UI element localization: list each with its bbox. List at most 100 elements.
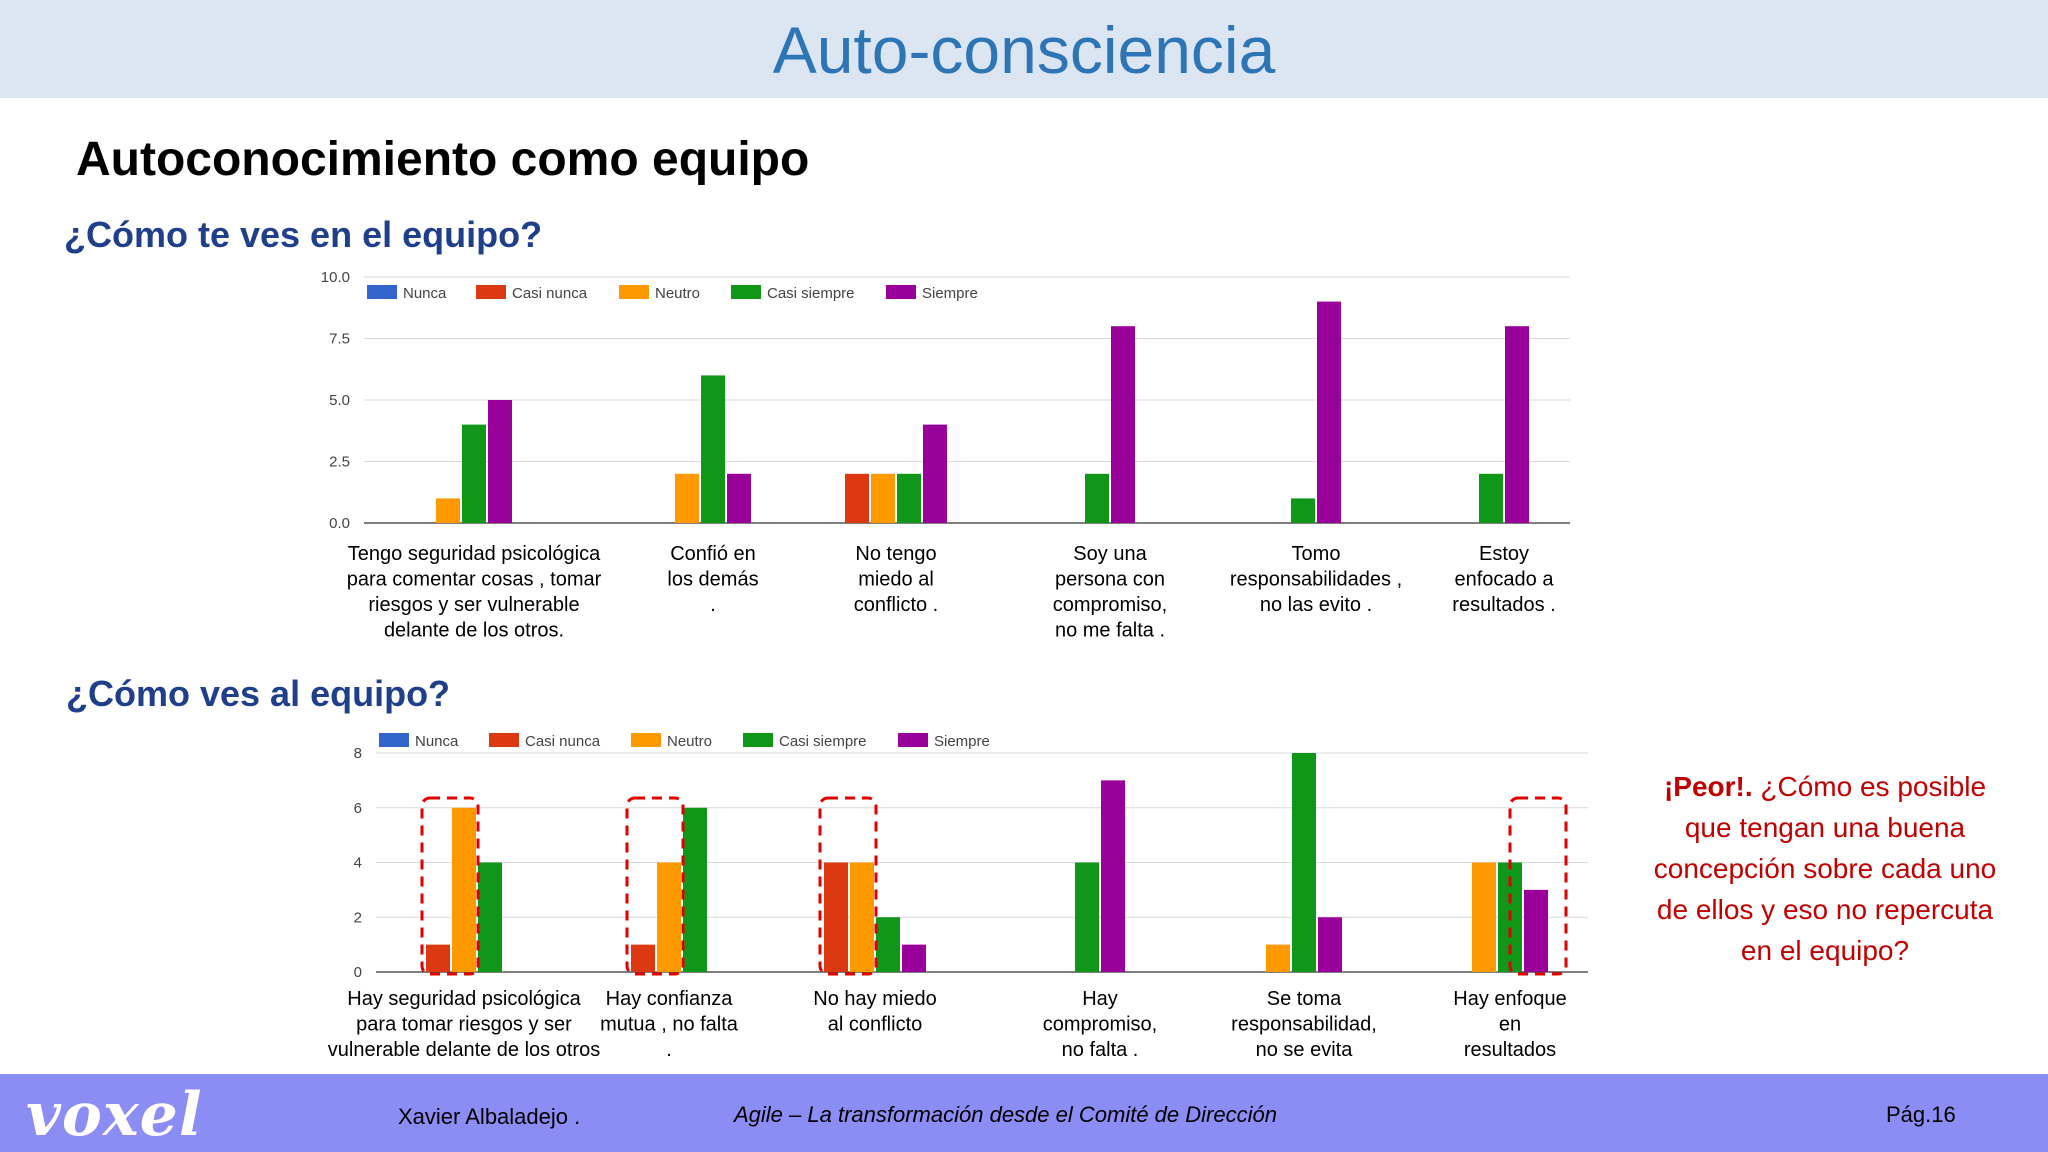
highlight-box xyxy=(625,796,685,976)
highlight-box xyxy=(1508,796,1568,976)
bar xyxy=(683,807,707,972)
bar xyxy=(426,944,450,972)
callout-note-text: ¿Cómo es posible que tengan una buena co… xyxy=(1653,771,1997,966)
slide-title: Auto-consciencia xyxy=(772,13,1276,87)
bar xyxy=(452,807,476,972)
legend-swatch xyxy=(631,733,661,747)
category-label: para comentar cosas , tomar xyxy=(347,569,602,591)
bar xyxy=(923,424,947,523)
category-label: compromiso, xyxy=(1053,594,1167,616)
bar xyxy=(1101,780,1125,972)
category-label: conflicto . xyxy=(854,594,938,616)
category-label: mutua , no falta xyxy=(600,1014,739,1036)
bar xyxy=(1505,326,1529,523)
bar xyxy=(701,375,725,523)
category-label: miedo al xyxy=(858,569,934,591)
y-tick-label: 6 xyxy=(354,800,362,817)
title-bar xyxy=(0,0,2048,98)
bar xyxy=(871,473,895,523)
category-label: no falta . xyxy=(1062,1039,1139,1061)
category-label: al conflicto xyxy=(828,1014,923,1036)
category-label: delante de los otros. xyxy=(384,620,564,642)
legend-label: Casi siempre xyxy=(767,285,855,302)
category-label: No tengo xyxy=(855,543,936,565)
legend-label: Nunca xyxy=(415,733,459,750)
bar xyxy=(1111,326,1135,523)
category-label: resultados . xyxy=(1452,594,1555,616)
question-self: ¿Cómo te ves en el equipo? xyxy=(64,214,543,255)
category-label: no se evita xyxy=(1256,1039,1354,1061)
legend-label: Casi nunca xyxy=(525,733,601,750)
category-label: riesgos y ser vulnerable xyxy=(368,594,579,616)
legend-label: Casi nunca xyxy=(512,285,588,302)
category-label: responsabilidad, xyxy=(1231,1014,1377,1036)
category-label: persona con xyxy=(1055,569,1165,591)
category-label: Hay confianza xyxy=(606,988,734,1010)
y-tick-label: 2.5 xyxy=(329,454,350,471)
category-label: Tomo xyxy=(1292,543,1341,565)
y-tick-label: 4 xyxy=(354,855,362,872)
category-label: no las evito . xyxy=(1260,594,1372,616)
category-label: . xyxy=(666,1039,672,1061)
y-tick-label: 2 xyxy=(354,909,362,926)
legend-label: Casi siempre xyxy=(779,733,867,750)
category-label: Estoy xyxy=(1479,543,1529,565)
bar xyxy=(1472,862,1496,972)
bar xyxy=(1318,917,1342,972)
category-label: los demás xyxy=(667,569,758,591)
category-label: Hay xyxy=(1082,988,1118,1010)
bar xyxy=(657,862,681,972)
category-label: compromiso, xyxy=(1043,1014,1157,1036)
bar xyxy=(462,424,486,523)
category-label: Confió en xyxy=(670,543,756,565)
bar xyxy=(850,862,874,972)
category-label: enfocado a xyxy=(1455,569,1555,591)
bar xyxy=(1075,862,1099,972)
category-label: para tomar riesgos y ser xyxy=(356,1014,572,1036)
legend-swatch xyxy=(489,733,519,747)
bar xyxy=(1317,301,1341,523)
bar xyxy=(436,498,460,523)
category-label: en xyxy=(1499,1014,1521,1036)
legend-label: Neutro xyxy=(655,285,700,302)
highlight-box xyxy=(818,796,878,976)
y-tick-label: 0 xyxy=(354,964,362,981)
bar xyxy=(1479,473,1503,523)
y-tick-label: 7.5 xyxy=(329,331,350,348)
category-label: vulnerable delante de los otros xyxy=(328,1039,600,1061)
category-label: Hay enfoque xyxy=(1453,988,1566,1010)
legend-swatch xyxy=(743,733,773,747)
highlight-box xyxy=(420,796,480,976)
category-label: No hay miedo xyxy=(813,988,936,1010)
callout-note-bold: ¡Peor!. xyxy=(1663,771,1753,802)
question-team: ¿Cómo ves al equipo? xyxy=(66,673,451,714)
bar xyxy=(631,944,655,972)
category-label: Tengo seguridad psicológica xyxy=(348,543,601,565)
bar xyxy=(897,473,921,523)
legend-label: Siempre xyxy=(922,285,978,302)
y-tick-label: 0.0 xyxy=(329,515,350,532)
bar xyxy=(488,400,512,523)
legend-label: Neutro xyxy=(667,733,712,750)
bar xyxy=(727,473,751,523)
bar xyxy=(876,917,900,972)
page-number: Pág.16 xyxy=(1886,1102,1956,1127)
y-tick-label: 8 xyxy=(354,745,362,762)
category-label: Se toma xyxy=(1267,988,1342,1010)
legend-swatch xyxy=(619,285,649,299)
category-label: responsabilidades , xyxy=(1230,569,1402,591)
callout-note: ¡Peor!. ¿Cómo es posible que tengan una … xyxy=(1640,766,2010,971)
legend-swatch xyxy=(379,733,409,747)
footer-presentation-title: Agile – La transformación desde el Comit… xyxy=(734,1102,1277,1127)
category-label: no me falta . xyxy=(1055,620,1165,642)
bar xyxy=(824,862,848,972)
y-tick-label: 5.0 xyxy=(329,392,350,409)
category-label: . xyxy=(710,594,716,616)
footer-author: Xavier Albaladejo . xyxy=(398,1104,581,1129)
footer-bar xyxy=(0,1074,2048,1152)
slide-subtitle: Autoconocimiento como equipo xyxy=(76,133,810,186)
bar xyxy=(675,473,699,523)
legend-swatch xyxy=(476,285,506,299)
